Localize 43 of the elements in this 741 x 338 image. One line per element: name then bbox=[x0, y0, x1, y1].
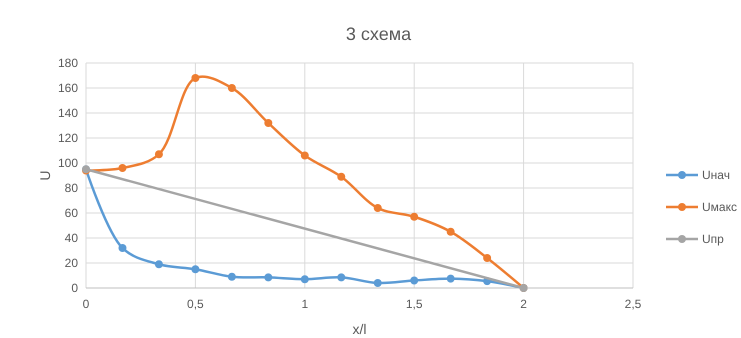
y-tick-label: 0 bbox=[71, 281, 78, 295]
point bbox=[264, 273, 272, 282]
point bbox=[300, 275, 309, 284]
y-tick-label: 80 bbox=[64, 181, 78, 195]
legend-label: Uпр bbox=[702, 232, 724, 246]
point bbox=[374, 279, 382, 287]
legend-label: Uнач bbox=[702, 168, 730, 182]
point bbox=[446, 274, 455, 283]
point bbox=[191, 265, 200, 274]
point bbox=[264, 119, 272, 127]
y-axis-title: U bbox=[37, 170, 53, 181]
x-axis-title: x/l bbox=[352, 321, 366, 337]
point bbox=[191, 74, 200, 82]
point bbox=[337, 172, 346, 181]
y-tick-label: 20 bbox=[64, 256, 78, 270]
y-tick-label: 180 bbox=[58, 56, 78, 70]
y-tick-label: 160 bbox=[58, 81, 78, 95]
point bbox=[118, 164, 126, 172]
x-tick-label: 1 bbox=[301, 297, 308, 311]
point bbox=[118, 244, 126, 252]
x-tick-label: 0,5 bbox=[187, 297, 204, 311]
point bbox=[483, 254, 492, 262]
point bbox=[410, 212, 418, 221]
legend-label: Uмакс bbox=[702, 200, 737, 214]
y-tick-label: 140 bbox=[58, 106, 78, 120]
point bbox=[300, 152, 309, 160]
y-tick-label: 100 bbox=[58, 156, 78, 170]
point bbox=[154, 150, 163, 158]
y-tick-label: 120 bbox=[58, 131, 78, 145]
point bbox=[374, 204, 382, 212]
y-tick-label: 40 bbox=[64, 231, 78, 245]
point bbox=[446, 228, 455, 236]
point bbox=[228, 84, 236, 92]
point bbox=[228, 272, 236, 281]
chart-title: 3 схема bbox=[346, 24, 412, 44]
x-tick-label: 2,5 bbox=[624, 297, 642, 311]
point bbox=[154, 260, 163, 268]
x-tick-label: 1,5 bbox=[406, 297, 423, 311]
x-tick-label: 2 bbox=[520, 297, 528, 311]
point bbox=[337, 273, 346, 282]
x-tick-label: 0 bbox=[82, 297, 90, 311]
point bbox=[410, 276, 418, 284]
y-tick-label: 60 bbox=[64, 206, 78, 220]
